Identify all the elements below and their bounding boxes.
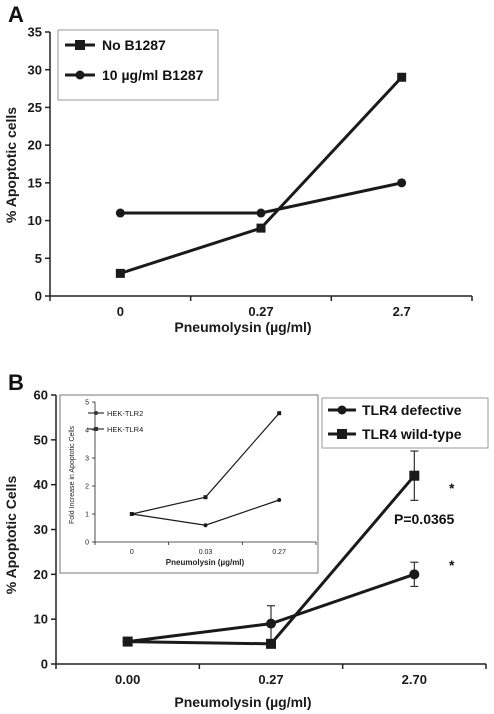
annotation-star-wildtype: * (449, 480, 455, 496)
panel-b-xlabel: Pneumolysin (µg/ml) (174, 694, 311, 710)
a-y-tick-label: 30 (28, 62, 42, 77)
panel-a-label: A (8, 2, 24, 27)
b-inset-point-hek-tlr2 (203, 523, 208, 528)
b-inset-point-hek-tlr4 (277, 411, 282, 416)
b-y-tick-label: 20 (34, 567, 48, 582)
panel-a-ylabel: % Apoptotic cells (3, 107, 19, 223)
a-x-tick-label: 2.7 (393, 304, 411, 319)
panel-b-legend-marker-1 (337, 429, 347, 439)
inset-xlabel: Pneumolysin (µg/ml) (166, 558, 245, 567)
panel-b-label: B (8, 370, 24, 395)
b-point-tlr4-defective (266, 618, 276, 629)
b-point-tlr4-wild-type (122, 636, 133, 647)
panel-a-legend-label-0: No B1287 (102, 37, 166, 53)
a-y-tick-label: 0 (35, 289, 42, 304)
b-y-tick-label: 10 (34, 612, 48, 627)
b-y-tick-label: 60 (34, 388, 48, 403)
a-point-no-b1287 (115, 268, 125, 278)
b-inset-x-tick-label: 0.27 (272, 549, 286, 556)
inset-legend-marker-0 (94, 411, 98, 415)
b-point-tlr4-wild-type (409, 470, 420, 481)
b-inset-y-tick-label: 5 (85, 399, 89, 406)
b-inset-y-tick-label: 0 (85, 539, 89, 546)
b-inset-point-hek-tlr4 (203, 495, 208, 500)
a-point-10-g-ml-b1287 (256, 208, 266, 218)
a-y-tick-label: 20 (28, 138, 42, 153)
a-point-no-b1287 (256, 223, 266, 233)
inset-legend-label-1: HEK-TLR4 (107, 425, 143, 434)
panel-a-legend-marker-1 (75, 70, 85, 80)
a-point-no-b1287 (397, 72, 407, 82)
a-point-10-g-ml-b1287 (397, 178, 407, 188)
a-series-line-10-g-ml-b1287 (120, 181, 402, 215)
b-x-tick-label: 0.00 (115, 672, 140, 687)
b-point-tlr4-defective (409, 569, 420, 580)
b-inset-y-tick-label: 3 (85, 455, 89, 462)
a-x-tick-label: 0 (117, 304, 124, 319)
inset-legend-label-0: HEK-TLR2 (107, 409, 143, 418)
b-point-tlr4-wild-type (266, 638, 276, 649)
b-inset-y-tick-label: 1 (85, 511, 89, 518)
b-inset-y-tick-label: 4 (85, 427, 89, 434)
b-x-tick-label: 2.70 (402, 672, 427, 687)
b-inset-point-hek-tlr2 (277, 498, 282, 502)
annotation-star-defective: * (449, 557, 455, 573)
b-inset-point-hek-tlr4 (129, 512, 134, 516)
b-inset-x-tick-label: 0 (130, 549, 134, 556)
b-y-tick-label: 50 (34, 432, 48, 447)
b-inset-y-tick-label: 2 (85, 483, 89, 490)
panel-a-chart: 0 5 10 15 20 25 30 35 0 0.27 2.7 (28, 25, 473, 319)
inset-chart: 0 1 2 3 4 5 0 0.03 0.27 (85, 399, 317, 556)
inset-frame (59, 394, 319, 574)
a-y-tick-label: 25 (28, 100, 42, 115)
panel-a-legend-label-1: 10 µg/ml B1287 (102, 67, 204, 83)
b-y-tick-label: 40 (34, 477, 48, 492)
a-y-tick-label: 5 (35, 251, 42, 266)
b-x-tick-label: 0.27 (258, 672, 283, 687)
panel-a-legend-marker-0 (75, 40, 85, 50)
a-y-tick-label: 15 (28, 175, 42, 190)
panel-a-xlabel: Pneumolysin (µg/ml) (174, 319, 311, 335)
a-x-tick-label: 0.27 (248, 304, 273, 319)
a-point-10-g-ml-b1287 (115, 208, 125, 218)
b-y-tick-label: 0 (41, 657, 48, 672)
panel-b-legend-label-0: TLR4 defective (362, 402, 462, 418)
b-y-tick-label: 30 (34, 522, 48, 537)
b-inset-x-tick-label: 0.03 (199, 549, 213, 556)
panel-b-legend-label-1: TLR4 wild-type (362, 426, 462, 442)
annotation-p-value: P=0.0365 (394, 511, 455, 527)
a-series-line-no-b1287 (119, 76, 403, 275)
panel-b-legend-box (321, 397, 489, 449)
a-y-tick-label: 35 (28, 25, 42, 40)
inset-ylabel: Fold Increase in Apoptotic Cells (69, 425, 76, 524)
inset-legend-marker-1 (94, 427, 98, 431)
a-y-tick-label: 10 (28, 213, 42, 228)
panel-b-ylabel: % Apoptotic Cells (3, 476, 19, 595)
panel-b-legend-marker-0 (337, 405, 347, 415)
